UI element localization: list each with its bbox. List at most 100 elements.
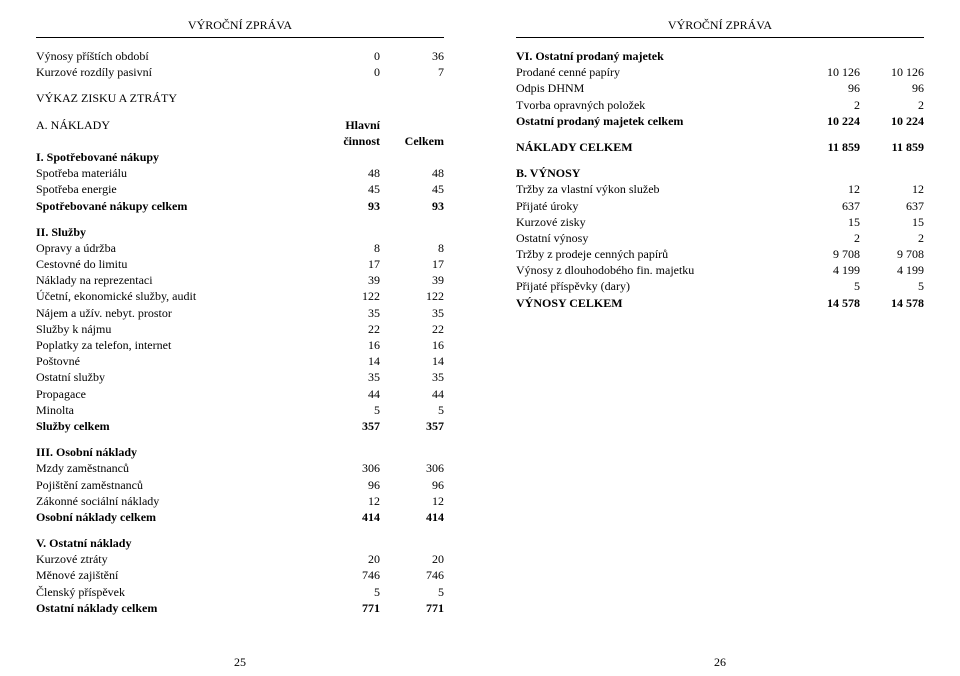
section-title: III. Osobní náklady	[36, 444, 444, 460]
row-col2: 4 199	[860, 262, 924, 278]
row-col1: 44	[316, 386, 380, 402]
row-label: Přijaté úroky	[516, 198, 796, 214]
row-label: Zákonné sociální náklady	[36, 493, 316, 509]
row-col1: 10 224	[796, 113, 860, 129]
row-col1: 746	[316, 567, 380, 583]
row-label: NÁKLADY CELKEM	[516, 139, 796, 155]
row-col1: 122	[316, 288, 380, 304]
row-col2: 357	[380, 418, 444, 434]
row-col1: 11 859	[796, 139, 860, 155]
row-col1: 48	[316, 165, 380, 181]
row-col1: 16	[316, 337, 380, 353]
row-col2: 45	[380, 181, 444, 197]
row-col2: 96	[380, 477, 444, 493]
naklady-head-line2: činnostCelkem	[36, 133, 444, 149]
vynosy-title: B. VÝNOSY	[516, 165, 924, 181]
row-label: Poštovné	[36, 353, 316, 369]
table-row: Spotřeba energie4545	[36, 181, 444, 197]
table-row: Spotřebované nákupy celkem9393	[36, 198, 444, 214]
row-col2: 35	[380, 305, 444, 321]
row-col2: 12	[860, 181, 924, 197]
row-label: Kurzové ztráty	[36, 551, 316, 567]
table-row: Kurzové zisky1515	[516, 214, 924, 230]
row-label: Ostatní náklady celkem	[36, 600, 316, 616]
page-number-right: 26	[480, 655, 960, 670]
row-col1: 20	[316, 551, 380, 567]
col2-head: Celkem	[380, 133, 444, 149]
section-title: II. Služby	[36, 224, 444, 240]
row-label: Opravy a údržba	[36, 240, 316, 256]
row-col1: 17	[316, 256, 380, 272]
table-row: Tržby z prodeje cenných papírů9 7089 708	[516, 246, 924, 262]
row-col1: 9 708	[796, 246, 860, 262]
row-col1: 771	[316, 600, 380, 616]
row-label: Prodané cenné papíry	[516, 64, 796, 80]
row-col1: 637	[796, 198, 860, 214]
row-col1: 39	[316, 272, 380, 288]
col1-head-line2: činnost	[316, 133, 380, 149]
table-row: Služby k nájmu2222	[36, 321, 444, 337]
table-row: Prodané cenné papíry10 12610 126	[516, 64, 924, 80]
page-number-left: 25	[0, 655, 480, 670]
table-row: Osobní náklady celkem414414	[36, 509, 444, 525]
row-col2: 16	[380, 337, 444, 353]
row-label: Nájem a užív. nebyt. prostor	[36, 305, 316, 321]
table-row: Minolta55	[36, 402, 444, 418]
section-title: VI. Ostatní prodaný majetek	[516, 48, 924, 64]
row-col2: 5	[860, 278, 924, 294]
row-col2: 15	[860, 214, 924, 230]
row-label: Osobní náklady celkem	[36, 509, 316, 525]
table-row: Poplatky za telefon, internet1616	[36, 337, 444, 353]
header-rule-left	[36, 37, 444, 38]
row-col2: 9 708	[860, 246, 924, 262]
table-row: Pojištění zaměstnanců9696	[36, 477, 444, 493]
table-row: Tvorba opravných položek22	[516, 97, 924, 113]
page-header-left: VÝROČNÍ ZPRÁVA	[36, 18, 444, 33]
row-col2: 771	[380, 600, 444, 616]
row-label: Měnové zajištění	[36, 567, 316, 583]
row-col1: 5	[316, 584, 380, 600]
right-body: VI. Ostatní prodaný majetekProdané cenné…	[516, 48, 924, 311]
table-row: Výnosy z dlouhodobého fin. majetku4 1994…	[516, 262, 924, 278]
row-label: Mzdy zaměstnanců	[36, 460, 316, 476]
row-col1: 8	[316, 240, 380, 256]
row-label: Výnosy příštích období	[36, 48, 316, 64]
row-label: Cestovné do limitu	[36, 256, 316, 272]
row-col1: 15	[796, 214, 860, 230]
row-label: Tvorba opravných položek	[516, 97, 796, 113]
row-col1: 414	[316, 509, 380, 525]
row-col2: 12	[380, 493, 444, 509]
row-col2: 36	[380, 48, 444, 64]
row-label: Ostatní služby	[36, 369, 316, 385]
table-row: Kurzové ztráty2020	[36, 551, 444, 567]
row-label: Účetní, ekonomické služby, audit	[36, 288, 316, 304]
row-col2: 10 224	[860, 113, 924, 129]
row-label: Poplatky za telefon, internet	[36, 337, 316, 353]
row-col2: 5	[380, 584, 444, 600]
row-col1: 5	[316, 402, 380, 418]
row-label: Kurzové rozdíly pasivní	[36, 64, 316, 80]
table-row: Členský příspěvek55	[36, 584, 444, 600]
page-header-right: VÝROČNÍ ZPRÁVA	[516, 18, 924, 33]
row-label: Přijaté příspěvky (dary)	[516, 278, 796, 294]
row-col2: 96	[860, 80, 924, 96]
pl-title: VÝKAZ ZISKU A ZTRÁTY	[36, 90, 444, 106]
table-row: Výnosy příštích období036	[36, 48, 444, 64]
section-title: V. Ostatní náklady	[36, 535, 444, 551]
row-col1: 0	[316, 48, 380, 64]
row-label: Odpis DHNM	[516, 80, 796, 96]
table-row: Propagace4444	[36, 386, 444, 402]
table-row: Ostatní prodaný majetek celkem10 22410 2…	[516, 113, 924, 129]
row-col2: 306	[380, 460, 444, 476]
row-col1: 306	[316, 460, 380, 476]
row-col1: 2	[796, 230, 860, 246]
row-label: Spotřebované nákupy celkem	[36, 198, 316, 214]
row-label: Služby k nájmu	[36, 321, 316, 337]
row-col1: 5	[796, 278, 860, 294]
section-title: I. Spotřebované nákupy	[36, 149, 444, 165]
table-row: Zákonné sociální náklady1212	[36, 493, 444, 509]
row-col1: 12	[796, 181, 860, 197]
row-col2: 14	[380, 353, 444, 369]
page-left: VÝROČNÍ ZPRÁVA Výnosy příštích období036…	[0, 0, 480, 676]
row-col2: 11 859	[860, 139, 924, 155]
